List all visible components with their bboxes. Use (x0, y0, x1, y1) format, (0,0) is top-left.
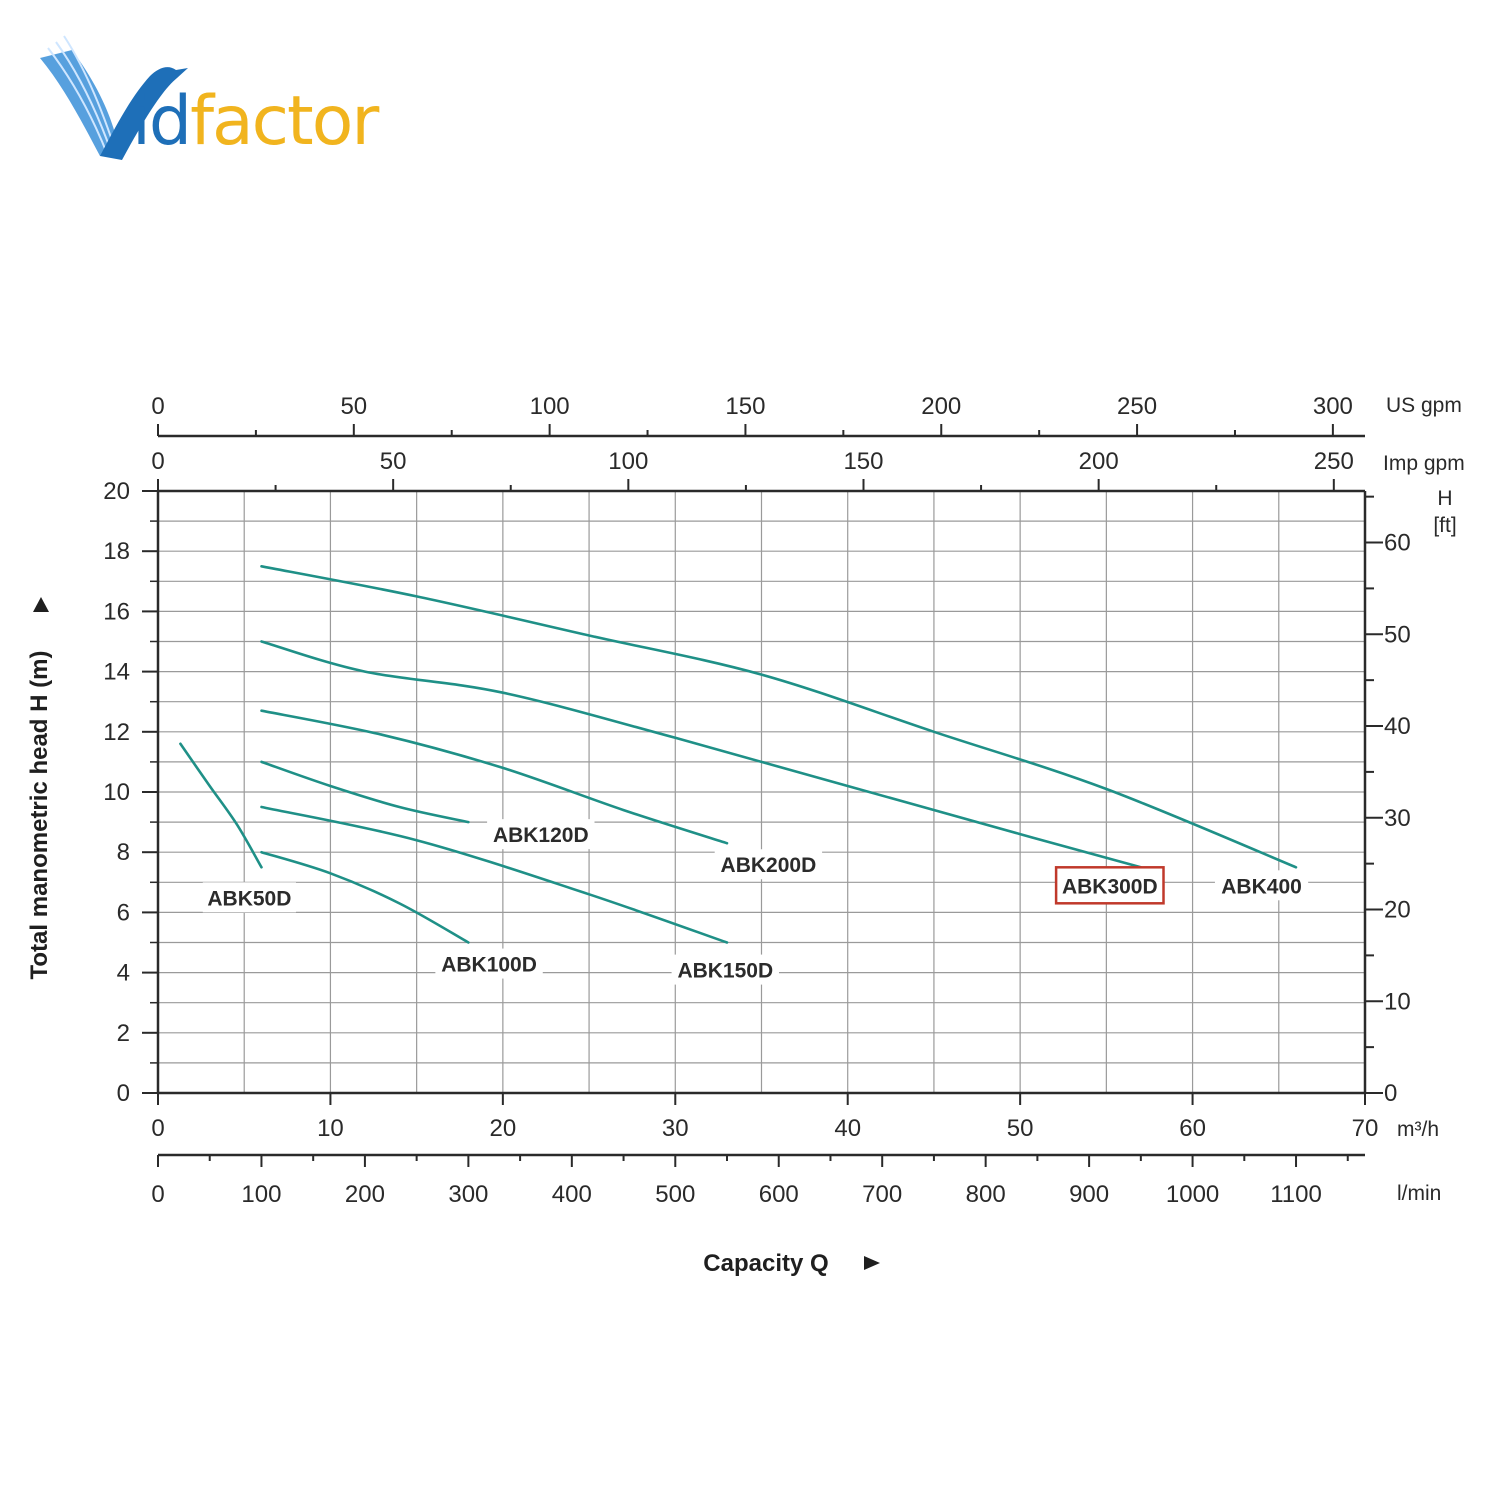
series-label-abk150d-bg (671, 954, 779, 985)
y-tick-label: 2 (117, 1020, 130, 1047)
ft-tick-label: 30 (1384, 805, 1411, 832)
series-label-abk120d-bg (487, 819, 595, 850)
series-curve-abk150d (260, 805, 729, 944)
y-tick-label: 4 (117, 960, 130, 987)
y-tick-label: 10 (103, 779, 130, 806)
ft-tick-label: 60 (1384, 530, 1411, 557)
x-axis-title-arrow-icon (864, 1256, 880, 1270)
usgpm-tick-label: 200 (921, 393, 961, 420)
series-curve-abk300d (260, 640, 1143, 869)
series-label-abk400-bg (1214, 870, 1309, 901)
series-curve-abk50d (179, 742, 263, 869)
x-tick-label: 50 (1007, 1115, 1034, 1142)
usgpm-unit-label: US gpm (1386, 394, 1462, 417)
lmin-tick-label: 500 (655, 1181, 695, 1208)
impgpm-tick-label: 50 (380, 448, 407, 475)
usgpm-tick-label: 0 (151, 393, 164, 420)
ft-unit-label-ft: [ft] (1433, 514, 1456, 537)
x-tick-label: 10 (317, 1115, 344, 1142)
usgpm-tick-label: 100 (530, 393, 570, 420)
y-tick-label: 14 (103, 659, 130, 686)
y-tick-label: 6 (117, 899, 130, 926)
ft-unit-label-h: H (1437, 487, 1452, 510)
lmin-tick-label: 0 (151, 1181, 164, 1208)
logo-wordmark: idfactor (132, 88, 379, 156)
usgpm-tick-label: 150 (725, 393, 765, 420)
series-label-abk300d-highlight-box (1054, 866, 1165, 905)
x-axis-title: Capacity Q (703, 1250, 828, 1277)
x-tick-label: 20 (490, 1115, 517, 1142)
series-label-abk400: ABK400 (1221, 875, 1302, 898)
ft-tick-label: 0 (1384, 1080, 1397, 1107)
impgpm-tick-label: 200 (1079, 448, 1119, 475)
lmin-tick-label: 900 (1069, 1181, 1109, 1208)
x-tick-label: 60 (1179, 1115, 1206, 1142)
y-tick-label: 8 (117, 839, 130, 866)
y-axis-title: Total manometric head H (m) (26, 651, 53, 980)
series-label-abk50d-bg (202, 882, 296, 913)
x-tick-label: 30 (662, 1115, 689, 1142)
lmin-tick-label: 700 (862, 1181, 902, 1208)
y-tick-label: 12 (103, 719, 130, 746)
series-label-abk100d-bg (435, 948, 543, 979)
impgpm-unit-label: Imp gpm (1383, 452, 1465, 475)
series-curve-abk120d (260, 760, 470, 824)
series-label-abk50d: ABK50D (207, 887, 291, 910)
impgpm-tick-label: 250 (1314, 448, 1354, 475)
y-tick-label: 16 (103, 598, 130, 625)
logo-text-left: id (132, 82, 192, 161)
axis-titles: Capacity Q Total manometric head H (m) (26, 597, 880, 1277)
series-label-abk100d: ABK100D (441, 954, 537, 977)
logo-bird-icon (40, 35, 188, 160)
lmin-tick-label: 1100 (1270, 1181, 1322, 1208)
series-labels: ABK50D ABK100D ABK120D ABK150D ABK200D ABK300… (202, 819, 1309, 985)
lmin-unit-label: l/min (1397, 1182, 1441, 1205)
series-curve-abk100d (260, 850, 470, 944)
y-axis-title-arrow-icon (33, 597, 49, 612)
series-curve-abk400 (260, 565, 1298, 869)
lmin-tick-label: 200 (345, 1181, 385, 1208)
ft-tick-label: 10 (1384, 988, 1411, 1015)
y-tick-label: 0 (117, 1080, 130, 1107)
series-curve-abk200d (260, 709, 729, 845)
vidfactor-logo (40, 35, 188, 160)
x-unit-label: m³/h (1397, 1118, 1439, 1141)
series-label-abk150d: ABK150D (677, 960, 773, 983)
usgpm-tick-label: 300 (1313, 393, 1353, 420)
logo-text-right: factor (190, 82, 379, 161)
x-tick-label: 40 (834, 1115, 861, 1142)
impgpm-tick-label: 150 (843, 448, 883, 475)
y-tick-label: 18 (103, 538, 130, 565)
lmin-tick-label: 800 (966, 1181, 1006, 1208)
usgpm-tick-label: 50 (340, 393, 367, 420)
y-tick-label: 20 (103, 478, 130, 505)
x-tick-label: 70 (1352, 1115, 1379, 1142)
series-label-abk300d: ABK300D (1062, 875, 1158, 898)
ft-tick-label: 50 (1384, 621, 1411, 648)
lmin-tick-label: 600 (759, 1181, 799, 1208)
series-label-abk200d-bg (714, 849, 823, 880)
impgpm-tick-label: 0 (151, 448, 164, 475)
series (179, 565, 1298, 944)
ft-tick-label: 20 (1384, 897, 1411, 924)
ft-tick-label: 40 (1384, 713, 1411, 740)
lmin-tick-label: 300 (448, 1181, 488, 1208)
lmin-tick-label: 100 (241, 1181, 281, 1208)
x-tick-label: 0 (151, 1115, 164, 1142)
lmin-tick-label: 1000 (1166, 1181, 1219, 1208)
impgpm-tick-label: 100 (608, 448, 648, 475)
usgpm-tick-label: 250 (1117, 393, 1157, 420)
series-label-abk120d: ABK120D (493, 824, 589, 847)
lmin-tick-label: 400 (552, 1181, 592, 1208)
series-label-abk200d: ABK200D (721, 854, 817, 877)
